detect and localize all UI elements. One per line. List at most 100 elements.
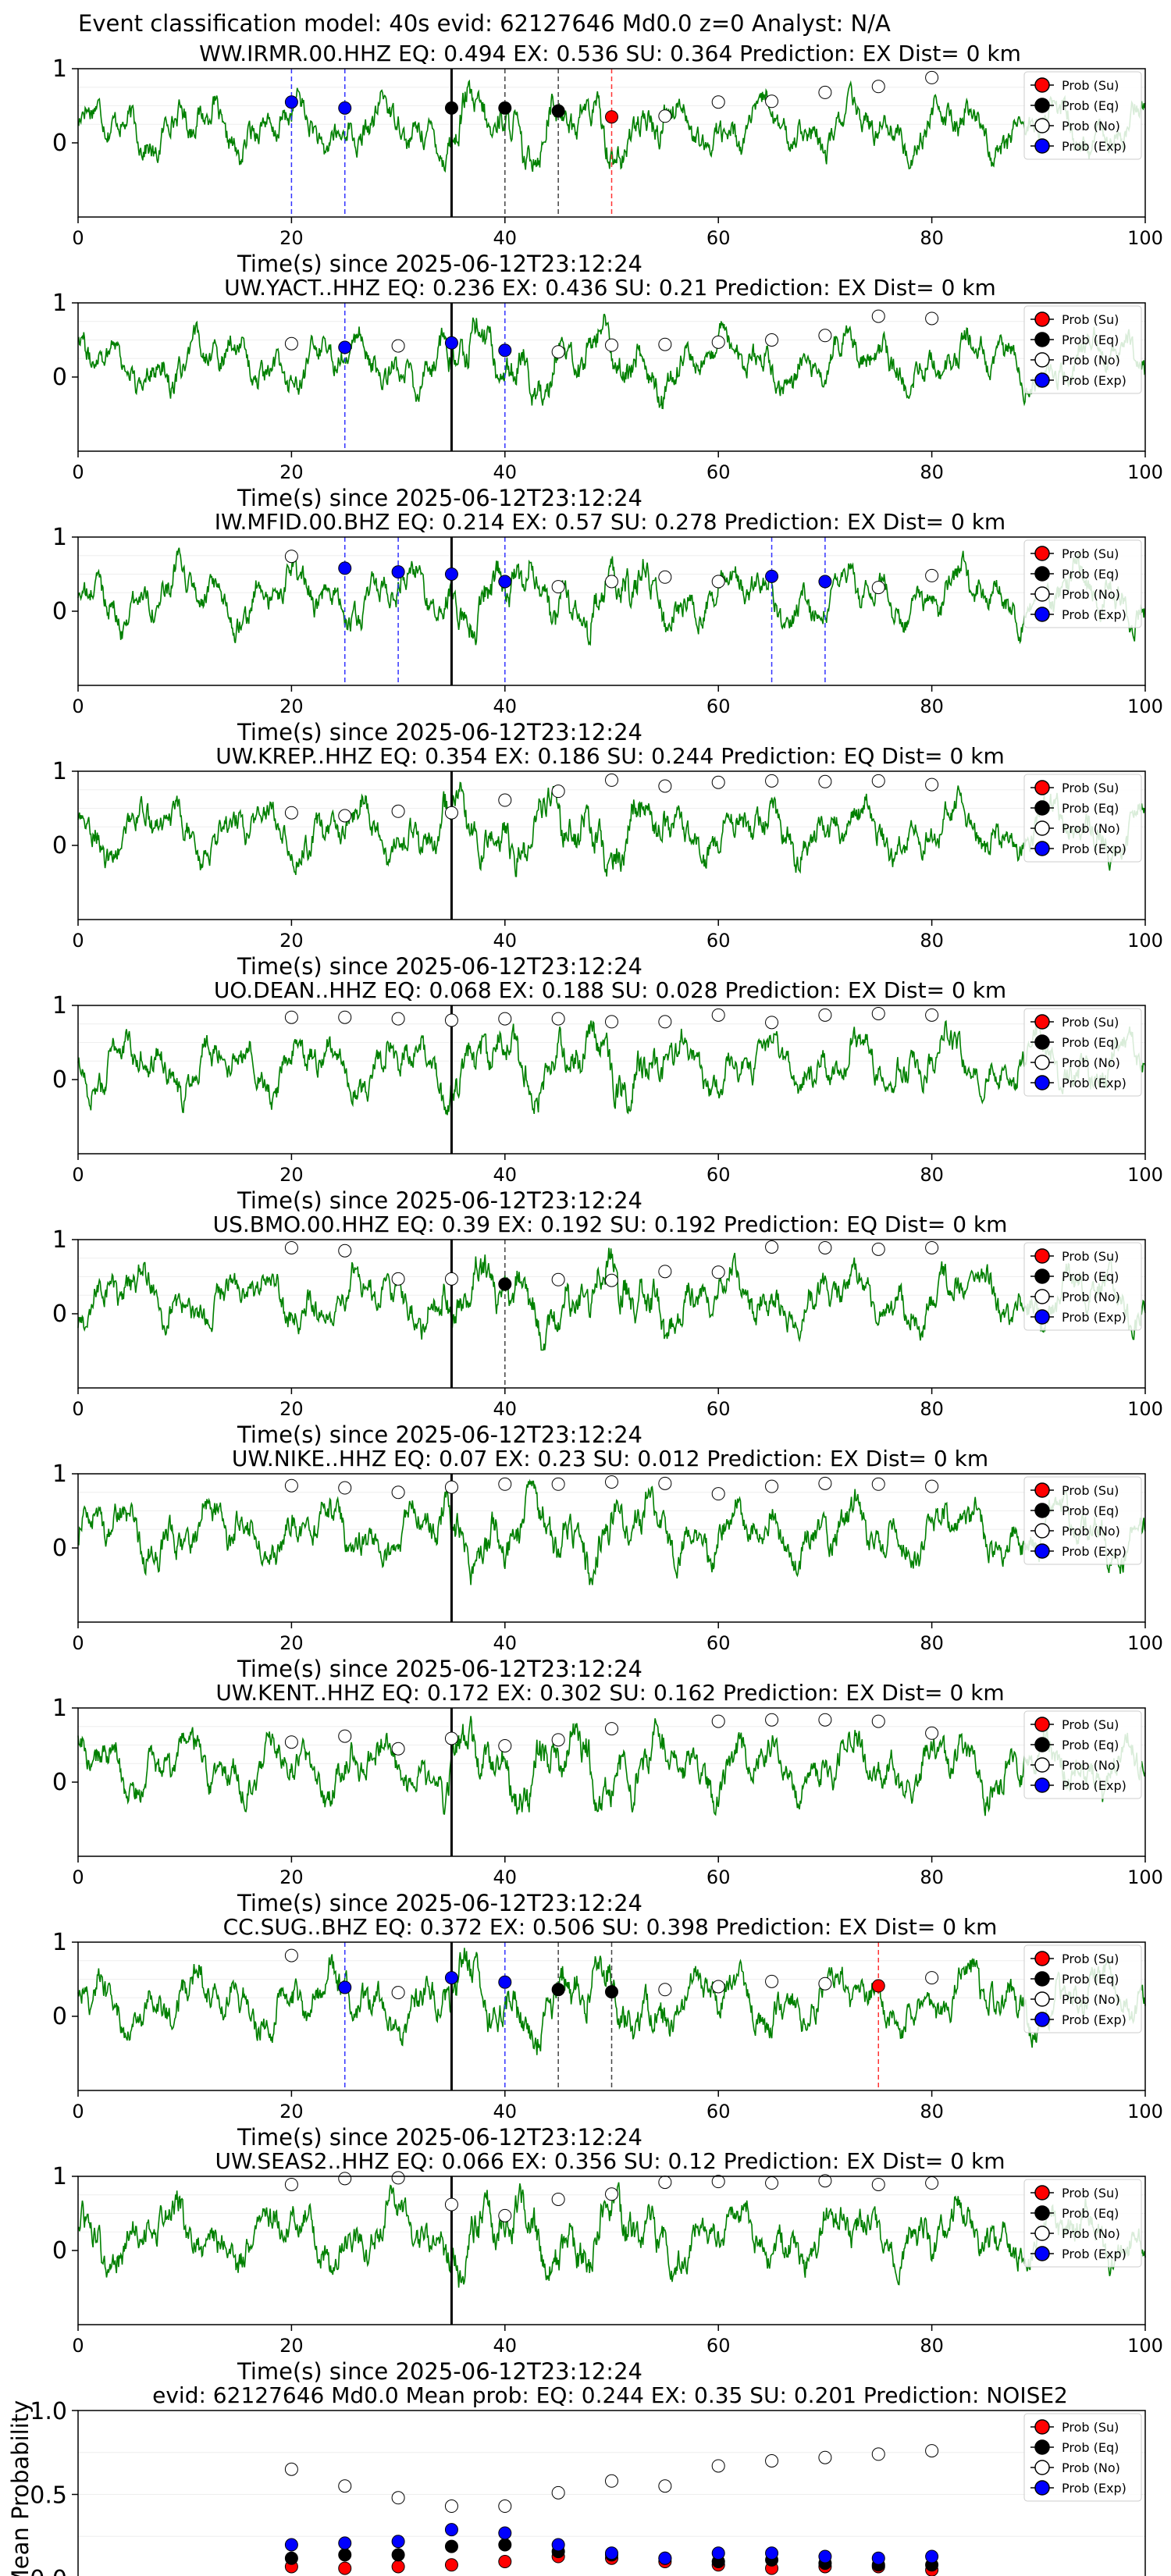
prob-marker-no	[871, 1006, 885, 1020]
x-tick-label: 80	[920, 2101, 944, 2122]
legend-marker-eq	[1034, 1737, 1050, 1752]
prob-marker-exp	[498, 343, 512, 358]
x-tick-label: 40	[493, 2335, 518, 2357]
prob-marker-no	[925, 568, 939, 582]
prob-marker-no	[871, 1477, 885, 1491]
x-tick-label: 100	[1127, 1164, 1163, 1186]
panel-title: US.BMO.00.HHZ EQ: 0.39 EX: 0.192 SU: 0.1…	[213, 1212, 1008, 1237]
legend-marker-exp	[1034, 1075, 1050, 1091]
panel-10: UW.SEAS2..HHZ EQ: 0.066 EX: 0.356 SU: 0.…	[52, 2148, 1163, 2385]
y-tick-label: 1	[52, 1461, 67, 1488]
mean-marker-exp	[605, 2546, 618, 2560]
x-tick-label: 0	[72, 461, 84, 483]
waveform-trace	[77, 313, 1146, 410]
prob-marker-no	[284, 336, 298, 350]
prob-marker-no	[551, 1272, 565, 1286]
figure-suptitle: Event classification model: 40s evid: 62…	[78, 10, 891, 37]
prob-marker-no	[925, 1726, 939, 1740]
mean-marker-su	[338, 2561, 352, 2575]
x-tick-label: 60	[707, 2101, 731, 2122]
prob-marker-exp	[338, 1980, 352, 1994]
x-tick-label: 20	[279, 1164, 304, 1186]
legend-marker-no	[1034, 1055, 1050, 1070]
prob-marker-no	[765, 1974, 779, 1988]
prob-marker-no	[605, 338, 618, 352]
panel-title: CC.SUG..BHZ EQ: 0.372 EX: 0.506 SU: 0.39…	[223, 1914, 998, 1940]
prob-marker-no	[818, 329, 832, 343]
prob-marker-exp	[338, 561, 352, 575]
prob-marker-exp	[444, 336, 458, 350]
mean-marker-no	[605, 2474, 618, 2488]
legend-label-su: Prob (Su)	[1062, 2186, 1119, 2201]
y-tick-label: 1	[52, 1226, 67, 1254]
x-tick-label: 20	[279, 461, 304, 483]
mean-marker-no	[338, 2479, 352, 2493]
y-tick-label: 1	[52, 1695, 67, 1722]
x-tick-label: 40	[493, 1398, 518, 1420]
x-tick-label: 100	[1127, 1398, 1163, 1420]
prob-marker-no	[871, 80, 885, 94]
legend-marker-su	[1034, 311, 1050, 327]
legend-label-su: Prob (Su)	[1062, 1717, 1119, 1732]
legend-marker-eq	[1034, 800, 1050, 816]
prob-marker-no	[284, 1010, 298, 1024]
mean-marker-no	[658, 2479, 672, 2493]
x-tick-label: 0	[72, 930, 84, 952]
legend-marker-su	[1034, 546, 1050, 561]
panel-title: WW.IRMR.00.HHZ EQ: 0.494 EX: 0.536 SU: 0…	[199, 41, 1021, 66]
y-tick-label: 0	[52, 364, 67, 391]
y-tick-label: 0	[52, 2237, 67, 2265]
prob-marker-no	[498, 1477, 512, 1491]
mean-marker-exp	[444, 2523, 458, 2537]
mean-marker-su	[391, 2560, 405, 2574]
prob-marker-eq	[551, 104, 565, 118]
mean-marker-no	[765, 2454, 779, 2467]
prob-marker-no	[925, 2176, 939, 2190]
legend-box	[1023, 2179, 1142, 2268]
prob-marker-no	[658, 1476, 672, 1490]
prob-marker-no	[391, 1485, 405, 1500]
y-tick-label: 1.0	[30, 2398, 67, 2425]
prob-marker-no	[444, 1013, 458, 1027]
legend-marker-eq	[1034, 2439, 1050, 2455]
legend-label-exp: Prob (Exp)	[1062, 1544, 1127, 1559]
prob-marker-no	[605, 1475, 618, 1489]
prob-marker-no	[338, 2172, 352, 2186]
x-tick-label: 100	[1127, 930, 1163, 952]
legend-label-exp: Prob (Exp)	[1062, 139, 1127, 154]
mean-marker-exp	[658, 2551, 672, 2565]
prob-marker-no	[925, 1479, 939, 1493]
y-tick-label: 0.5	[30, 2482, 67, 2510]
mean-marker-exp	[711, 2546, 725, 2560]
prob-marker-no	[391, 1986, 405, 2000]
y-tick-label: 0	[52, 2003, 67, 2030]
panel-7: UW.NIKE..HHZ EQ: 0.07 EX: 0.23 SU: 0.012…	[52, 1446, 1163, 1682]
legend-marker-no	[1034, 1991, 1050, 2007]
legend-label-su: Prob (Su)	[1062, 1483, 1119, 1498]
panel-6: US.BMO.00.HHZ EQ: 0.39 EX: 0.192 SU: 0.1…	[52, 1212, 1163, 1448]
prob-marker-no	[551, 345, 565, 359]
panel-3: IW.MFID.00.BHZ EQ: 0.214 EX: 0.57 SU: 0.…	[52, 509, 1163, 745]
prob-marker-no	[818, 1240, 832, 1254]
prob-marker-no	[444, 1480, 458, 1494]
legend-label-no: Prob (No)	[1062, 119, 1120, 133]
x-axis-label: Time(s) since 2025-06-12T23:12:24	[237, 1187, 642, 1214]
prob-marker-no	[444, 2197, 458, 2211]
legend-marker-no	[1034, 2460, 1050, 2475]
prob-marker-no	[711, 1265, 725, 1279]
x-tick-label: 60	[707, 1164, 731, 1186]
x-tick-label: 80	[920, 227, 944, 249]
y-tick-label: 0	[52, 1066, 67, 1094]
legend-marker-no	[1034, 586, 1050, 602]
legend-marker-exp	[1034, 2246, 1050, 2261]
legend-label-exp: Prob (Exp)	[1062, 2012, 1127, 2027]
prob-marker-no	[605, 1273, 618, 1287]
x-tick-label: 20	[279, 1866, 304, 1888]
prob-marker-exp	[444, 1971, 458, 1985]
legend-label-su: Prob (Su)	[1062, 781, 1119, 795]
legend-marker-no	[1034, 352, 1050, 368]
mean-marker-exp	[765, 2546, 779, 2560]
prob-marker-no	[765, 774, 779, 788]
prob-marker-no	[871, 309, 885, 323]
